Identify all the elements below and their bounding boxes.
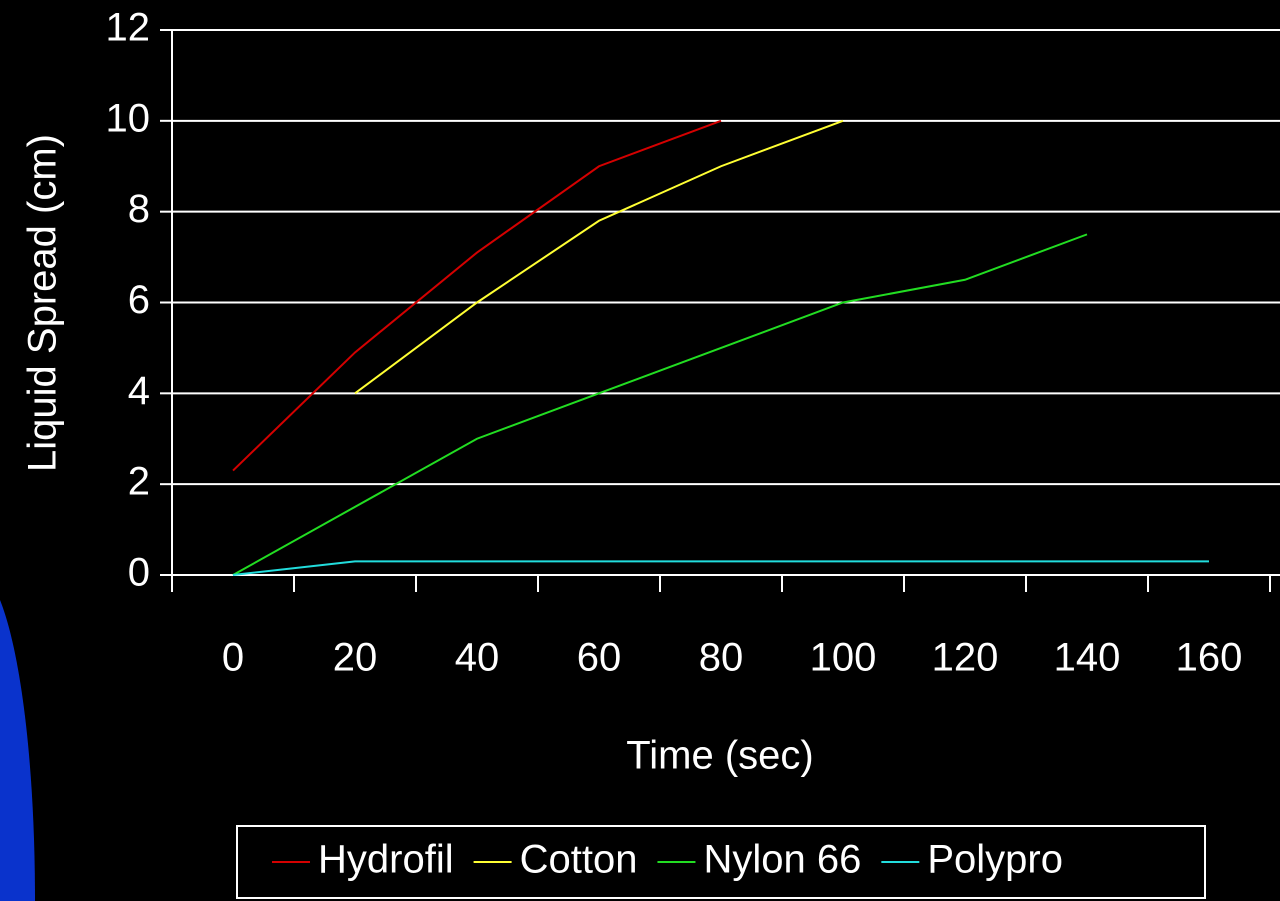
x-tick-label: 60 <box>577 636 622 680</box>
y-tick-label: 6 <box>128 278 150 322</box>
x-tick-label: 20 <box>333 636 378 680</box>
y-tick-label: 0 <box>128 551 150 595</box>
y-axis-label: Liquid Spread (cm) <box>21 134 65 472</box>
y-tick-label: 12 <box>106 6 151 50</box>
x-tick-label: 120 <box>932 636 999 680</box>
decoration <box>0 600 35 901</box>
y-tick-label: 10 <box>106 96 151 140</box>
y-tick-label: 2 <box>128 460 150 504</box>
data-line <box>232 560 1209 576</box>
data-line <box>232 233 1088 576</box>
data-line <box>232 119 722 472</box>
x-tick-label: 140 <box>1054 636 1121 680</box>
legend-label: Nylon 66 <box>703 838 861 882</box>
x-tick-label: 0 <box>222 636 244 680</box>
data-line <box>354 119 844 395</box>
x-tick-label: 100 <box>810 636 877 680</box>
x-tick-label: 160 <box>1176 636 1243 680</box>
legend-label: Cotton <box>520 838 638 882</box>
x-tick-label: 80 <box>699 636 744 680</box>
legend-label: Hydrofil <box>318 838 454 882</box>
x-tick-label: 40 <box>455 636 500 680</box>
x-axis-label: Time (sec) <box>626 734 813 778</box>
legend-box <box>236 825 1206 899</box>
legend-label: Polypro <box>927 838 1063 882</box>
y-tick-label: 4 <box>128 369 150 413</box>
y-tick-label: 8 <box>128 187 150 231</box>
